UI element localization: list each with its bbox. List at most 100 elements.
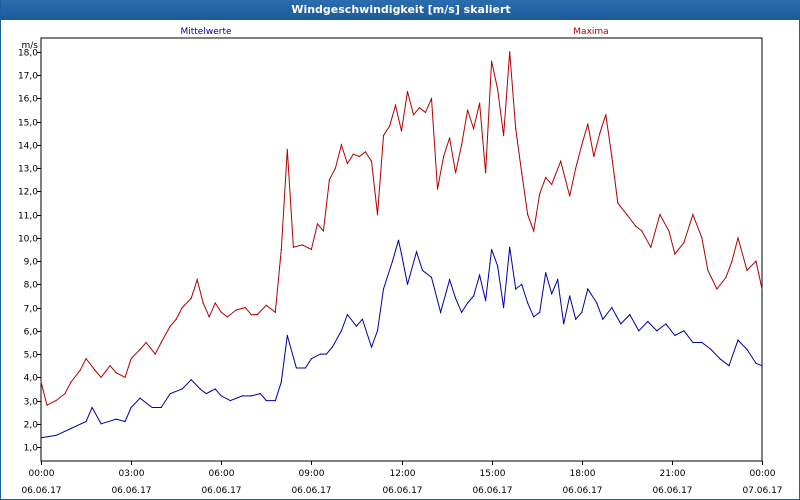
data-point [587, 288, 589, 290]
data-point [467, 302, 469, 304]
y-tick-label: 16,0 [18, 95, 38, 105]
data-point [491, 248, 493, 251]
x-tick-time-label: 12:00 [390, 469, 416, 479]
data-point [650, 246, 652, 248]
data-point [605, 114, 607, 116]
data-point [406, 90, 409, 93]
y-tick-label: 18,0 [18, 49, 38, 59]
data-point [455, 172, 457, 174]
data-point [692, 214, 694, 216]
data-point [115, 418, 117, 420]
data-point [220, 395, 222, 397]
data-point [533, 316, 535, 318]
data-point [151, 406, 153, 409]
data-point [40, 381, 42, 383]
x-tick-date-label: 06.06.17 [21, 486, 61, 496]
data-point [304, 367, 306, 369]
data-point [509, 51, 511, 53]
data-point [430, 276, 433, 278]
data-point [316, 223, 318, 225]
data-point [331, 346, 333, 348]
data-point [370, 160, 373, 162]
y-tick-label: 11,0 [18, 212, 38, 222]
data-point [325, 353, 327, 355]
data-point [361, 318, 363, 320]
data-point [400, 253, 403, 255]
y-tick-label: 12,0 [18, 188, 38, 198]
data-point [731, 260, 733, 262]
data-point [656, 330, 658, 332]
data-point [497, 265, 499, 267]
x-tick-date-label: 06.06.17 [652, 486, 692, 496]
data-point [491, 60, 493, 62]
data-point [596, 302, 598, 304]
data-point [202, 302, 204, 304]
data-point [587, 123, 589, 125]
x-tick-date-label: 06.06.17 [201, 486, 241, 496]
data-point [394, 104, 397, 106]
data-point [617, 202, 619, 204]
data-point [629, 314, 631, 316]
series [40, 51, 763, 439]
window-title: Windgeschwindigkeit [m/s] skaliert [1, 0, 800, 20]
x-tick-time-label: 09:00 [299, 469, 325, 479]
x-tick-date-label: 06.06.17 [111, 486, 151, 496]
data-point [719, 358, 721, 360]
data-point [665, 323, 667, 325]
data-point [79, 369, 81, 371]
data-point [626, 214, 628, 216]
data-point [521, 172, 523, 174]
data-point [310, 248, 312, 251]
data-point [109, 365, 111, 367]
data-point [226, 316, 228, 318]
data-point [551, 293, 553, 295]
data-point [286, 334, 288, 337]
data-point [515, 288, 517, 290]
data-point [301, 244, 303, 246]
data-point [701, 237, 703, 239]
data-point [124, 376, 126, 378]
data-point [382, 135, 385, 137]
data-point [64, 393, 66, 395]
data-point [220, 311, 222, 313]
data-point [755, 260, 757, 262]
data-point [461, 311, 463, 313]
data-point [611, 155, 613, 158]
data-point [746, 348, 748, 350]
data-point [611, 307, 613, 309]
data-point [710, 348, 712, 350]
data-point [94, 369, 96, 371]
data-point [70, 427, 72, 430]
data-point [85, 420, 87, 423]
data-point [160, 406, 162, 409]
data-point [181, 307, 183, 309]
data-point [319, 353, 321, 355]
data-point [346, 162, 348, 165]
data-point [280, 381, 282, 383]
y-tick-label: 1,0 [24, 444, 39, 454]
data-point [169, 393, 171, 395]
data-point [683, 330, 685, 332]
data-point [214, 388, 216, 390]
data-point [674, 334, 676, 337]
data-point [581, 311, 583, 313]
data-point [265, 400, 267, 402]
data-point [728, 365, 730, 367]
y-tick-label: 9,0 [24, 258, 39, 268]
data-point [70, 381, 72, 383]
data-point [557, 279, 559, 281]
data-point [581, 144, 583, 146]
data-point [124, 420, 126, 423]
data-point [334, 167, 336, 169]
data-point [659, 214, 661, 216]
data-point [430, 97, 433, 99]
data-point [406, 283, 409, 285]
data-point [692, 341, 694, 344]
data-point [340, 144, 342, 146]
data-point [181, 388, 183, 390]
data-point [208, 316, 210, 318]
series-line-maxima [40, 51, 763, 406]
data-point [376, 214, 379, 216]
